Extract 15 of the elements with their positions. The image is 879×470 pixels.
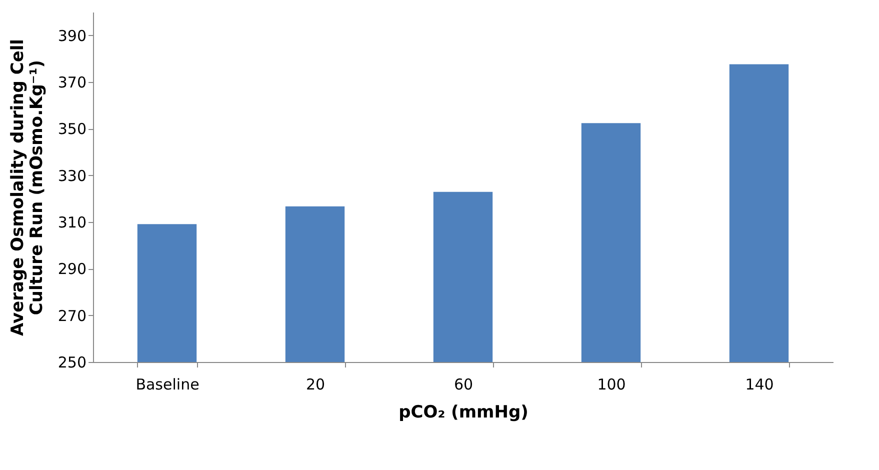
y-tick-label: 270	[58, 306, 86, 325]
x-tick-label: 20	[306, 376, 326, 394]
y-tick-label: 330	[58, 166, 86, 185]
x-axis-title: pCO₂ (mmHg)	[398, 402, 528, 422]
y-tick-label: 250	[58, 354, 86, 372]
y-tick-label: 350	[58, 120, 86, 138]
x-tick-label: 60	[454, 376, 474, 394]
y-tick-label: 390	[58, 26, 86, 45]
y-axis-title: Average Osmolality during Cell Culture Run (mOsmo.Kg⁻¹)	[8, 38, 47, 336]
x-tick-label: 140	[745, 376, 774, 394]
x-tick-label: 100	[597, 376, 626, 394]
y-tick-label: 310	[58, 214, 86, 232]
x-tick-label: Baseline	[136, 376, 200, 394]
y-tick-label: 370	[58, 74, 86, 92]
y-tick-label: 290	[58, 260, 86, 278]
